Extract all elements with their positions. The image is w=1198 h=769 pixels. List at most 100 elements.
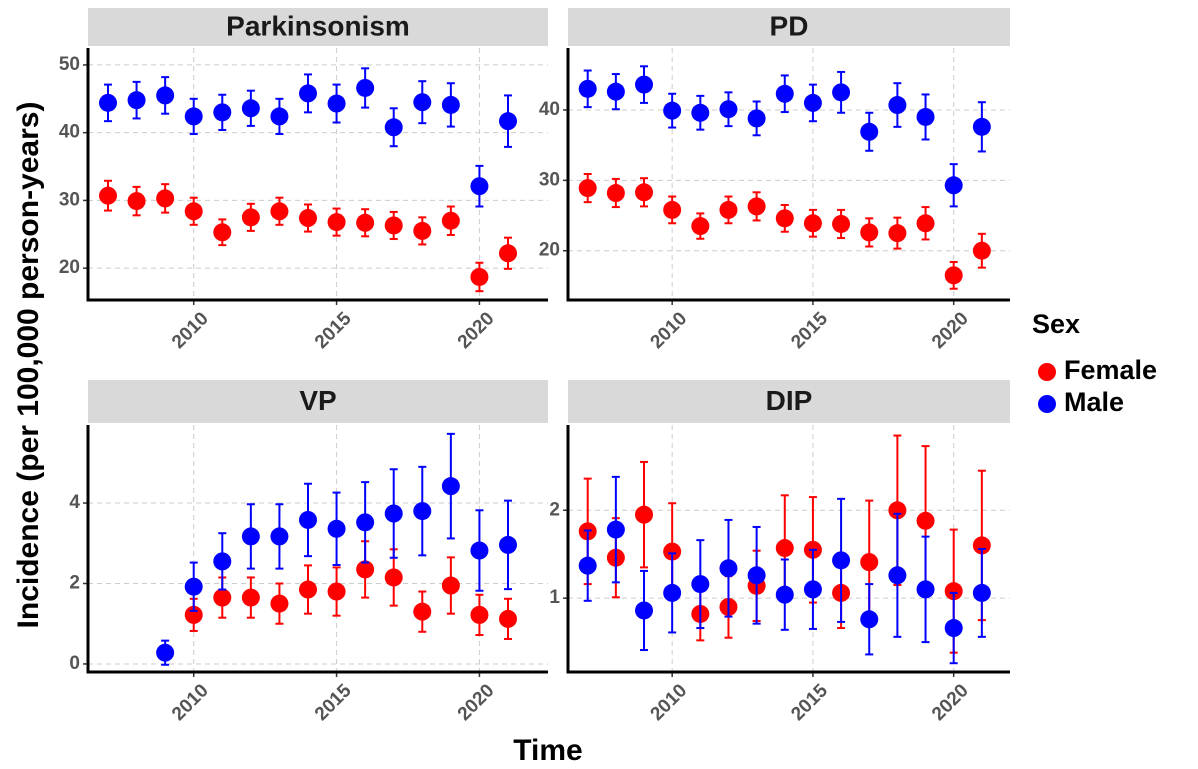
point bbox=[719, 559, 738, 578]
point bbox=[944, 619, 963, 638]
point bbox=[691, 103, 710, 122]
point bbox=[184, 577, 203, 596]
point bbox=[635, 75, 654, 94]
point bbox=[99, 93, 117, 112]
point bbox=[972, 117, 991, 136]
point bbox=[635, 505, 654, 524]
legend-label: Male bbox=[1064, 387, 1124, 417]
panel-title: DIP bbox=[766, 385, 813, 416]
point bbox=[327, 213, 346, 232]
point bbox=[241, 588, 260, 607]
point bbox=[356, 560, 375, 579]
point bbox=[803, 93, 822, 112]
x-axis-title: Time bbox=[513, 734, 582, 767]
point bbox=[635, 183, 654, 202]
point bbox=[241, 208, 260, 227]
point bbox=[470, 541, 489, 560]
x-tick-label: 2020 bbox=[454, 308, 499, 353]
point bbox=[803, 214, 822, 233]
y-tick-label: 20 bbox=[59, 257, 80, 278]
point bbox=[972, 241, 991, 260]
point bbox=[944, 176, 963, 195]
point bbox=[299, 209, 317, 228]
point bbox=[499, 609, 517, 628]
point bbox=[213, 552, 232, 571]
point bbox=[916, 214, 935, 233]
point bbox=[327, 519, 346, 538]
point bbox=[663, 583, 682, 602]
point bbox=[606, 82, 625, 101]
legend-swatch bbox=[1038, 363, 1056, 381]
legend-title: Sex bbox=[1032, 309, 1080, 339]
point bbox=[156, 189, 175, 208]
point bbox=[184, 107, 203, 126]
x-tick-label: 2020 bbox=[928, 680, 973, 725]
point bbox=[663, 101, 682, 120]
x-tick-label: 2010 bbox=[647, 680, 692, 725]
point bbox=[384, 216, 403, 235]
point bbox=[299, 580, 317, 599]
point bbox=[470, 605, 489, 624]
point bbox=[413, 93, 432, 112]
point bbox=[127, 192, 146, 211]
point bbox=[299, 510, 317, 529]
point bbox=[606, 184, 625, 203]
point bbox=[916, 511, 935, 530]
y-tick-label: 50 bbox=[59, 54, 80, 75]
point bbox=[213, 103, 232, 122]
point bbox=[972, 536, 991, 555]
point bbox=[888, 96, 907, 115]
y-tick-label: 20 bbox=[539, 240, 560, 261]
point bbox=[832, 83, 851, 102]
y-tick-label: 40 bbox=[59, 122, 80, 143]
point bbox=[860, 223, 879, 242]
point bbox=[413, 221, 432, 240]
point bbox=[441, 95, 460, 114]
point bbox=[270, 202, 289, 221]
point bbox=[578, 556, 597, 575]
point bbox=[127, 91, 146, 110]
point bbox=[719, 100, 738, 119]
point bbox=[860, 553, 879, 572]
point bbox=[747, 197, 766, 216]
point bbox=[888, 566, 907, 585]
point bbox=[635, 601, 654, 620]
y-tick-label: 0 bbox=[69, 653, 80, 674]
x-tick-label: 2010 bbox=[647, 308, 692, 353]
x-tick-label: 2020 bbox=[928, 308, 973, 353]
point bbox=[860, 610, 879, 629]
point bbox=[384, 568, 403, 587]
panel-title: VP bbox=[299, 385, 336, 416]
point bbox=[241, 99, 260, 118]
point bbox=[384, 504, 403, 523]
strip bbox=[568, 380, 1010, 423]
point bbox=[775, 539, 794, 558]
point bbox=[356, 513, 375, 532]
point bbox=[775, 585, 794, 604]
point bbox=[327, 582, 346, 601]
point bbox=[916, 107, 935, 126]
point bbox=[470, 177, 489, 196]
legend-label: Female bbox=[1064, 355, 1157, 385]
strip bbox=[88, 8, 548, 46]
x-tick-label: 2010 bbox=[168, 680, 213, 725]
x-tick-label: 2015 bbox=[787, 308, 832, 353]
y-tick-label: 4 bbox=[69, 492, 80, 513]
point bbox=[775, 209, 794, 228]
point bbox=[270, 107, 289, 126]
point bbox=[413, 602, 432, 621]
x-tick-label: 2020 bbox=[454, 680, 499, 725]
point bbox=[832, 214, 851, 233]
point bbox=[499, 535, 517, 554]
point bbox=[888, 224, 907, 243]
point bbox=[441, 576, 460, 595]
y-tick-label: 1 bbox=[549, 587, 560, 608]
point bbox=[747, 109, 766, 128]
y-axis-title: Incidence (per 100,000 person-years) bbox=[12, 102, 45, 629]
point bbox=[691, 217, 710, 236]
point bbox=[691, 575, 710, 594]
y-tick-label: 30 bbox=[59, 189, 80, 210]
x-tick-label: 2015 bbox=[311, 680, 356, 725]
point bbox=[803, 580, 822, 599]
point bbox=[470, 267, 489, 286]
